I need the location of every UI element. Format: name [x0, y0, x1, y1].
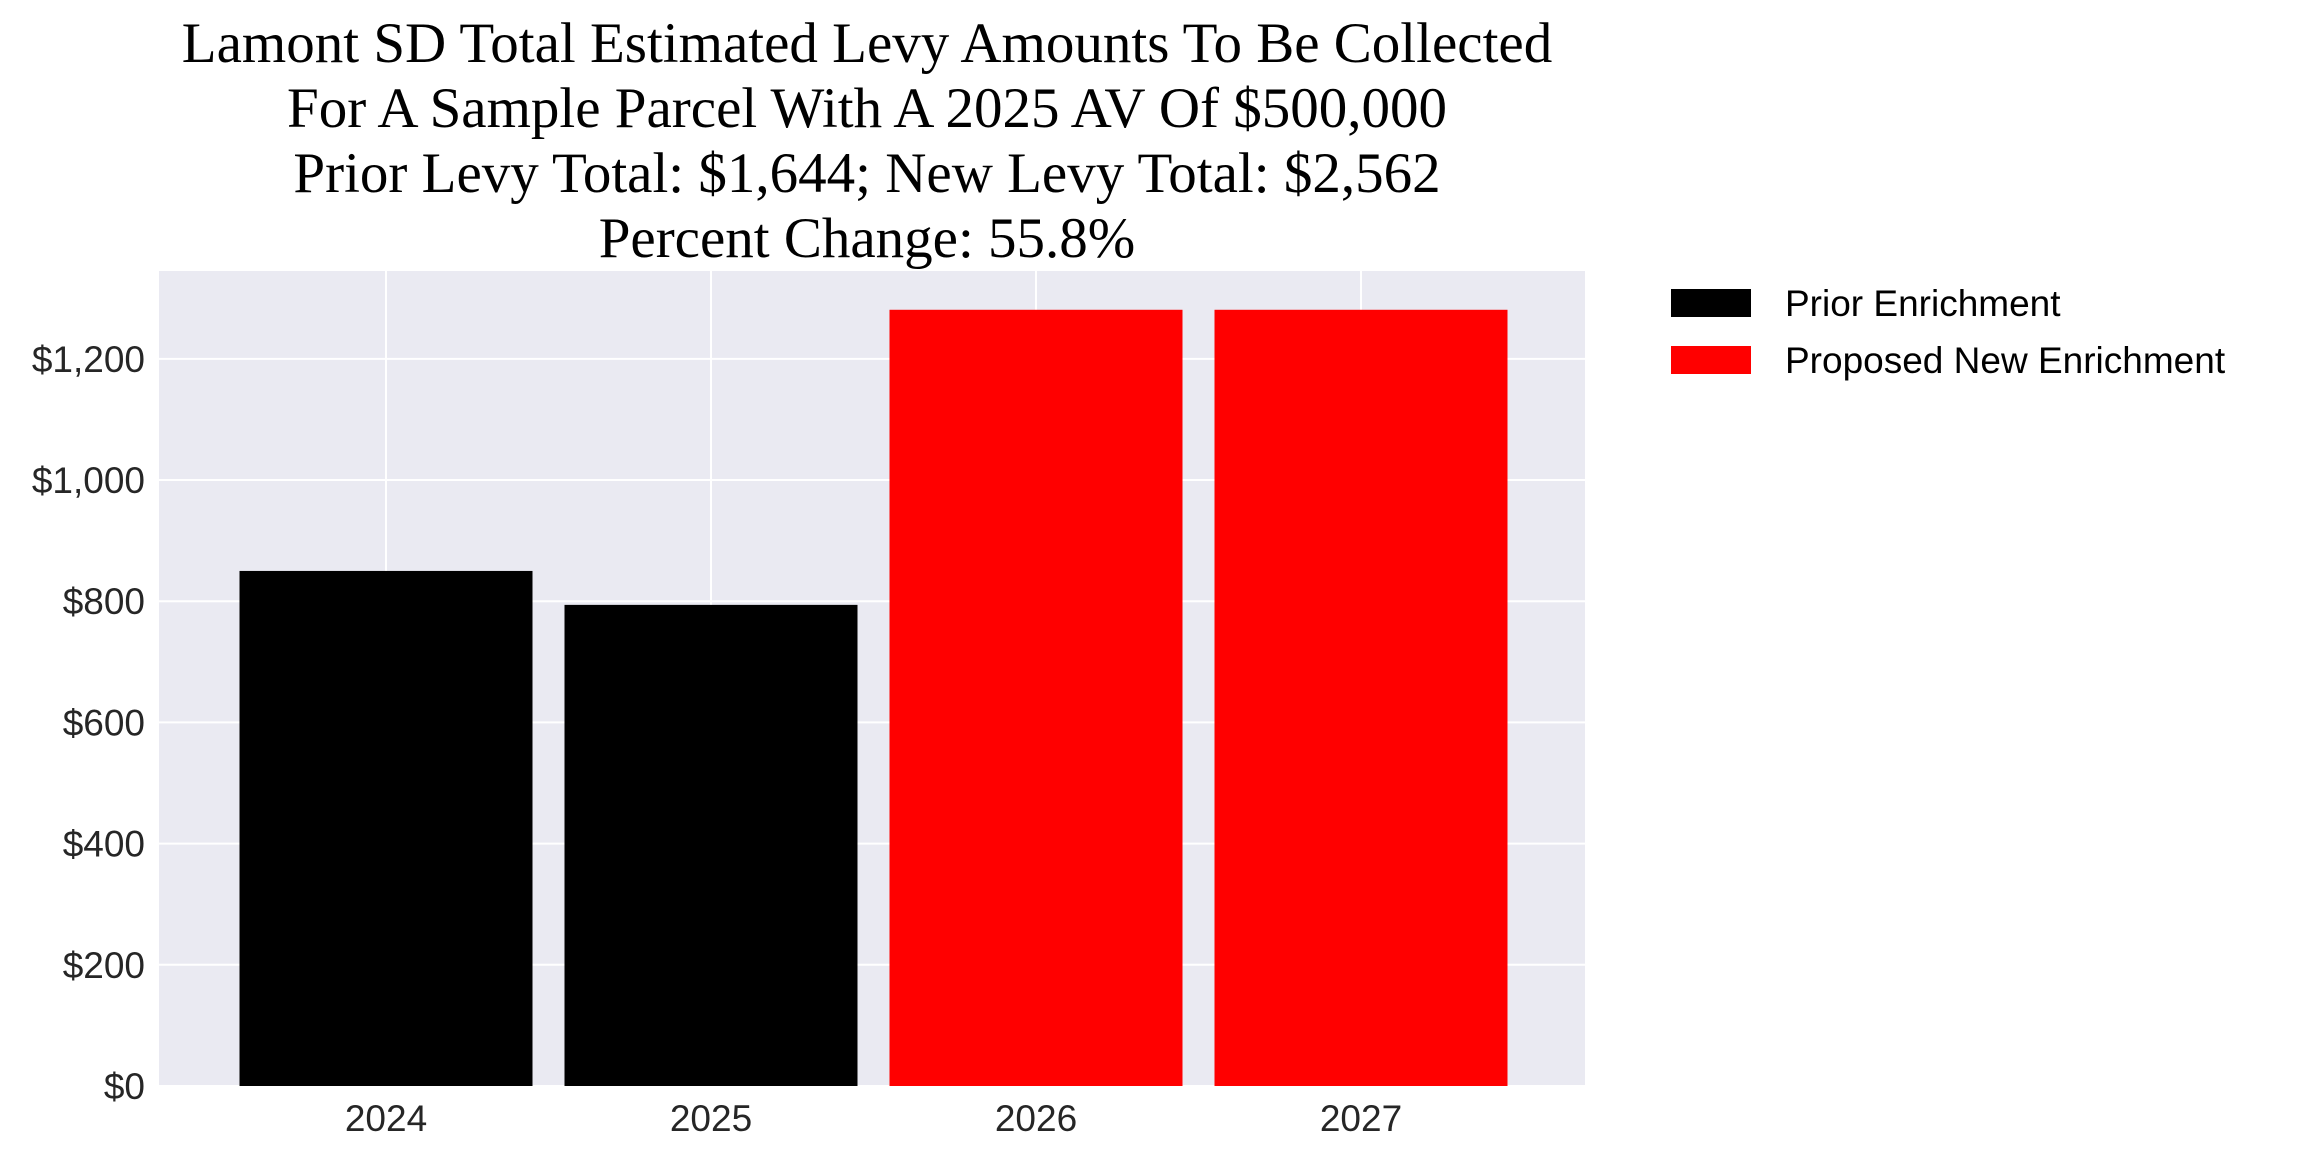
y-tick-label: $1,200 — [32, 339, 145, 380]
x-tick-label: 2027 — [1320, 1098, 1402, 1139]
y-tick-label: $600 — [63, 702, 145, 743]
y-tick-label: $800 — [63, 581, 145, 622]
y-tick-label: $0 — [104, 1066, 145, 1107]
bars — [239, 309, 1508, 1087]
legend-label-prior: Prior Enrichment — [1785, 283, 2061, 324]
title-line-1: Lamont SD Total Estimated Levy Amounts T… — [182, 12, 1552, 75]
bar-2024 — [239, 570, 533, 1086]
title-line-4: Percent Change: 55.8% — [599, 207, 1136, 270]
chart-title: Lamont SD Total Estimated Levy Amounts T… — [182, 12, 1552, 270]
y-tick-label: $1,000 — [32, 460, 145, 501]
x-tick-label: 2024 — [345, 1098, 427, 1139]
title-line-3: Prior Levy Total: $1,644; New Levy Total… — [293, 142, 1440, 205]
y-tick-label: $200 — [63, 945, 145, 986]
x-axis-ticks: 2024 2025 2026 2027 — [345, 1098, 1402, 1139]
legend-label-proposed: Proposed New Enrichment — [1785, 340, 2226, 381]
legend-swatch-prior — [1671, 289, 1751, 317]
y-axis-ticks: $0 $200 $400 $600 $800 $1,000 $1,200 — [32, 339, 145, 1107]
legend: Prior Enrichment Proposed New Enrichment — [1671, 283, 2226, 381]
x-tick-label: 2026 — [995, 1098, 1077, 1139]
bar-2027 — [1214, 309, 1508, 1087]
y-tick-label: $400 — [63, 824, 145, 865]
bar-2026 — [889, 309, 1183, 1087]
x-tick-label: 2025 — [670, 1098, 752, 1139]
bar-2025 — [564, 604, 858, 1086]
legend-swatch-proposed — [1671, 346, 1751, 374]
title-line-2: For A Sample Parcel With A 2025 AV Of $5… — [287, 77, 1447, 140]
